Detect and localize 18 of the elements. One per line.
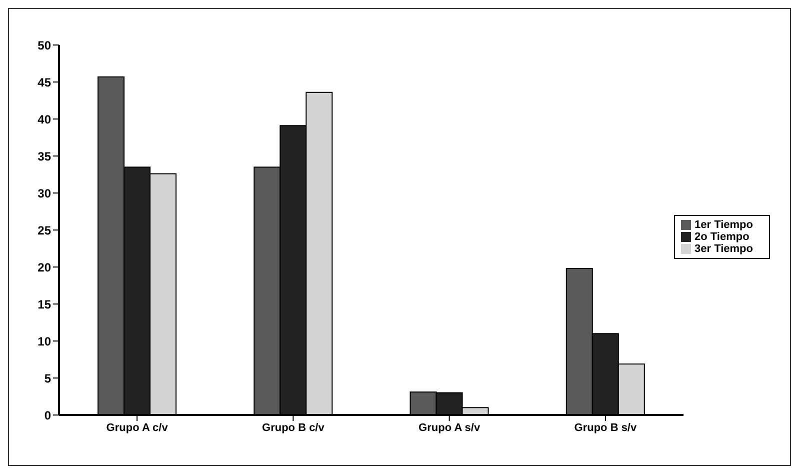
y-tick-label: 50 — [38, 38, 52, 52]
x-tick-label: Grupo A c/v — [106, 422, 169, 434]
y-tick-label: 15 — [38, 297, 52, 312]
x-tick-label: Grupo A s/v — [418, 422, 481, 434]
x-tick-label: Grupo B c/v — [262, 422, 326, 434]
legend-label: 1er Tiempo — [694, 219, 753, 231]
y-tick-label: 45 — [38, 75, 52, 90]
y-tick-label: 0 — [44, 408, 52, 422]
y-tick-label: 10 — [38, 334, 52, 348]
y-tick-label: 30 — [38, 186, 52, 200]
x-tick-label: Grupo B s/v — [574, 422, 638, 434]
legend-label: 3er Tiempo — [694, 243, 753, 255]
y-tick-label: 20 — [38, 260, 52, 274]
y-tick-label: 40 — [38, 112, 52, 126]
legend-label: 2o Tiempo — [694, 231, 750, 243]
y-tick-label: 5 — [44, 371, 52, 386]
y-tick-label: 25 — [38, 223, 52, 238]
y-tick-label: 35 — [38, 149, 52, 164]
